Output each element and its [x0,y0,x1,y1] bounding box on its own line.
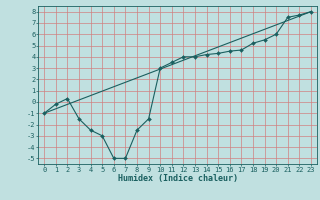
X-axis label: Humidex (Indice chaleur): Humidex (Indice chaleur) [118,174,238,183]
